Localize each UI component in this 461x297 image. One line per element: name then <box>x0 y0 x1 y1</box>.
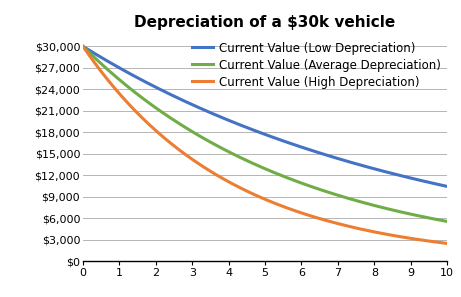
Current Value (Average Depreciation) <box>80 45 86 48</box>
Current Value (Average Depreciation) <box>255 164 261 168</box>
Line: Current Value (Average Depreciation): Current Value (Average Depreciation) <box>83 46 447 222</box>
Current Value (High Depreciation) <box>80 45 86 48</box>
Current Value (Low Depreciation) <box>379 169 384 173</box>
Current Value (Low Depreciation) <box>436 183 441 186</box>
Current Value (Low Depreciation) <box>297 145 302 148</box>
Current Value (Low Depreciation) <box>253 129 259 133</box>
Current Value (High Depreciation) <box>379 232 384 235</box>
Line: Current Value (Low Depreciation): Current Value (Low Depreciation) <box>83 46 447 187</box>
Line: Current Value (High Depreciation): Current Value (High Depreciation) <box>83 46 447 244</box>
Current Value (Average Depreciation) <box>297 181 302 184</box>
Current Value (Average Depreciation) <box>277 173 283 177</box>
Current Value (High Depreciation) <box>253 194 259 197</box>
Current Value (High Depreciation) <box>297 211 302 214</box>
Current Value (Low Depreciation) <box>277 138 283 142</box>
Current Value (High Depreciation) <box>255 195 261 198</box>
Current Value (Low Depreciation) <box>255 130 261 134</box>
Current Value (Low Depreciation) <box>444 185 450 188</box>
Current Value (Average Depreciation) <box>253 163 259 167</box>
Current Value (Low Depreciation) <box>80 45 86 48</box>
Current Value (Average Depreciation) <box>444 220 450 223</box>
Current Value (High Depreciation) <box>436 241 441 244</box>
Title: Depreciation of a $30k vehicle: Depreciation of a $30k vehicle <box>135 15 396 30</box>
Current Value (High Depreciation) <box>444 242 450 245</box>
Current Value (High Depreciation) <box>277 203 283 207</box>
Current Value (Average Depreciation) <box>436 218 441 222</box>
Legend: Current Value (Low Depreciation), Current Value (Average Depreciation), Current : Current Value (Low Depreciation), Curren… <box>192 42 441 89</box>
Current Value (Average Depreciation) <box>379 206 384 209</box>
